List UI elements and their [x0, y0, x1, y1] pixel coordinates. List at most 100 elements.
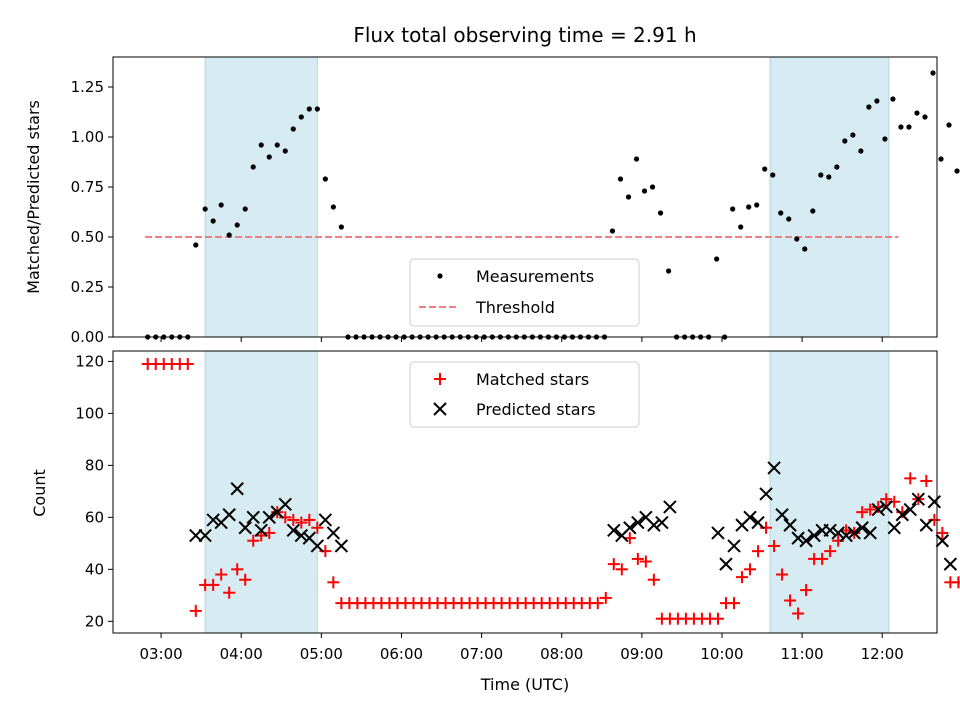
predicted-point — [863, 526, 877, 540]
predicted-point — [799, 534, 813, 548]
predicted-point — [631, 515, 645, 530]
shaded-interval-1 — [204, 56, 318, 338]
matched-point — [904, 472, 917, 485]
matched-point — [952, 576, 960, 589]
predicted-point — [791, 531, 805, 545]
measurement-point — [882, 136, 888, 142]
measurement-point — [625, 194, 632, 200]
top-legend-box — [409, 258, 640, 327]
top-shaded-intervals — [204, 56, 890, 338]
predicted-point — [759, 487, 773, 501]
bottom-y-tick-label: 60 — [85, 508, 104, 526]
matched-point — [303, 513, 316, 526]
measurement-point — [714, 256, 720, 262]
top-y-axis-label: Matched/Predicted stars — [24, 100, 43, 294]
top-y-tick-label: 0.75 — [71, 178, 104, 196]
predicted-point — [711, 526, 725, 540]
matched-point — [181, 357, 194, 370]
predicted-point — [919, 518, 934, 532]
measurement-point — [906, 124, 912, 130]
matched-stars-series — [141, 357, 960, 625]
measurement-point — [858, 148, 864, 154]
measurement-point — [210, 218, 216, 224]
measurement-point — [850, 132, 856, 138]
measurement-point — [954, 168, 960, 174]
matched-point — [327, 576, 340, 589]
measurement-point — [234, 222, 240, 228]
predicted-point — [246, 510, 260, 525]
x-axis-label: Time (UTC) — [480, 675, 569, 694]
measurement-point — [266, 154, 272, 160]
matched-point — [920, 474, 933, 487]
measurement-point — [786, 216, 792, 222]
predicted-point — [847, 526, 861, 540]
predicted-point — [294, 528, 309, 543]
predicted-point — [607, 523, 621, 538]
predicted-point — [943, 557, 958, 571]
predicted-point — [623, 521, 637, 535]
measurement-point — [778, 210, 784, 216]
predicted-point — [278, 497, 292, 512]
predicted-point — [334, 539, 349, 553]
measurement-point — [617, 176, 624, 182]
measurement-point — [938, 156, 944, 162]
predicted-point — [871, 502, 885, 517]
matched-point — [215, 568, 228, 581]
measurement-point — [649, 184, 656, 190]
top-legend[interactable]: Measurements Threshold — [409, 258, 640, 327]
matched-point — [311, 521, 324, 534]
predicted-point — [719, 557, 733, 571]
measurement-point — [874, 98, 880, 104]
predicted-point — [887, 521, 901, 535]
measurement-point — [609, 228, 616, 234]
measurement-point — [193, 242, 199, 248]
legend-measurements-label: Measurements — [476, 267, 594, 286]
measurement-point — [818, 172, 824, 178]
matched-point — [824, 545, 837, 558]
predicted-point — [310, 539, 325, 553]
legend-threshold-label: Threshold — [475, 298, 555, 317]
matched-point — [936, 526, 949, 539]
measurement-point — [730, 206, 736, 212]
bottom-y-tick-label: 80 — [85, 456, 104, 474]
predicted-point — [198, 528, 212, 543]
x-tick-label: 10:00 — [700, 645, 743, 663]
matched-point — [864, 503, 877, 516]
shaded-interval-2 — [769, 350, 890, 634]
legend-matched-marker — [434, 373, 446, 385]
matched-point — [591, 597, 604, 610]
top-y-tick-label: 0.25 — [71, 278, 104, 296]
predicted-point — [238, 521, 252, 535]
measurement-point — [802, 246, 808, 252]
measurement-point — [274, 142, 280, 148]
legend-predicted-marker — [433, 402, 447, 416]
predicted-point — [254, 523, 268, 538]
matched-point — [728, 597, 741, 610]
predicted-point — [222, 508, 236, 522]
measurement-point — [298, 114, 304, 120]
bottom-x-ticks: 03:00 04:00 05:00 06:00 07:00 08:00 09:00 10:00… — [139, 633, 904, 663]
matched-point — [880, 493, 893, 506]
x-tick-label: 03:00 — [139, 645, 182, 663]
legend-measurements-marker — [437, 273, 443, 279]
bottom-legend[interactable]: Matched stars Predicted stars — [409, 361, 640, 428]
matched-point — [784, 594, 797, 607]
measurement-point — [842, 138, 848, 144]
matched-point — [711, 612, 724, 625]
top-y-tick-label: 1.25 — [71, 78, 104, 96]
measurement-point — [242, 206, 248, 212]
matched-point — [800, 584, 813, 597]
measurement-point — [770, 172, 776, 178]
predicted-point — [927, 495, 942, 509]
matched-point — [207, 578, 220, 591]
measurement-point — [866, 104, 872, 110]
bottom-y-ticks: 20 40 60 80 100 120 — [75, 352, 113, 630]
x-tick-label: 09:00 — [620, 645, 663, 663]
predicted-point — [823, 523, 837, 538]
measurement-point — [338, 224, 344, 230]
predicted-point — [743, 510, 757, 525]
matched-point — [744, 563, 757, 576]
top-axes-frame — [112, 56, 938, 338]
shaded-interval-2 — [769, 56, 890, 338]
